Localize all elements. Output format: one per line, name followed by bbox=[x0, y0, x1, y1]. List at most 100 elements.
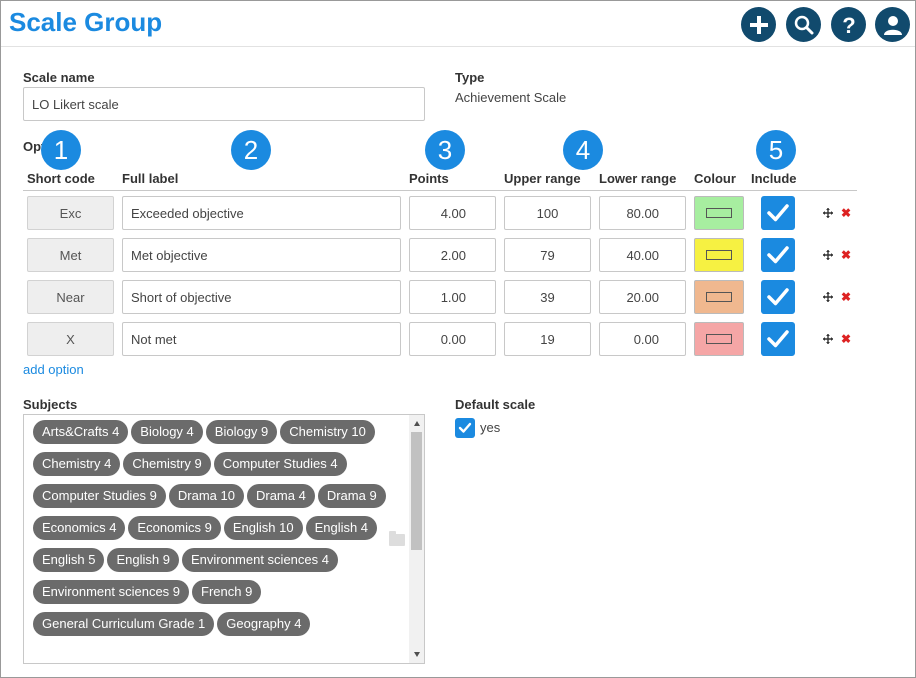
column-points: Points bbox=[409, 171, 449, 186]
subject-tag[interactable]: Biology 9 bbox=[205, 420, 278, 444]
subject-tag[interactable]: Environment sciences 9 bbox=[33, 580, 190, 604]
colour-picker[interactable] bbox=[694, 322, 744, 356]
subject-tag[interactable]: Drama 10 bbox=[168, 484, 244, 508]
subject-tag[interactable]: English 4 bbox=[305, 516, 378, 540]
colour-picker[interactable] bbox=[694, 238, 744, 272]
lower-range-field[interactable]: 40.00 bbox=[599, 238, 686, 272]
short-code-field[interactable]: Met bbox=[27, 238, 114, 272]
points-field[interactable]: 2.00 bbox=[409, 238, 496, 272]
subject-tag[interactable]: Economics 9 bbox=[128, 516, 221, 540]
full-label-field[interactable]: Not met bbox=[122, 322, 401, 356]
colour-picker[interactable] bbox=[694, 196, 744, 230]
column-lower-range: Lower range bbox=[599, 171, 677, 186]
upper-range-field[interactable]: 39 bbox=[504, 280, 591, 314]
subject-tag[interactable]: Chemistry 4 bbox=[33, 452, 121, 476]
full-label-field[interactable]: Exceeded objective bbox=[122, 196, 401, 230]
marker-1: 1 bbox=[41, 130, 81, 170]
short-code-field[interactable]: X bbox=[27, 322, 114, 356]
scroll-up-icon[interactable] bbox=[414, 421, 420, 426]
checkmark-icon bbox=[458, 422, 472, 433]
subject-tag[interactable]: Computer Studies 9 bbox=[33, 484, 166, 508]
colour-swatch bbox=[706, 334, 732, 344]
subject-tag[interactable]: Computer Studies 4 bbox=[213, 452, 347, 476]
checkmark-icon bbox=[767, 330, 789, 348]
full-label-field[interactable]: Met objective bbox=[122, 238, 401, 272]
delete-icon[interactable]: ✖ bbox=[841, 206, 852, 220]
subject-tag[interactable]: English 9 bbox=[107, 548, 179, 572]
header-divider bbox=[23, 190, 857, 191]
lower-range-field[interactable]: 80.00 bbox=[599, 196, 686, 230]
search-button[interactable] bbox=[786, 7, 821, 42]
colour-swatch bbox=[706, 208, 732, 218]
subject-tag[interactable]: Chemistry 10 bbox=[280, 420, 375, 444]
marker-4: 4 bbox=[563, 130, 603, 170]
help-button[interactable]: ? bbox=[831, 7, 866, 42]
lower-range-field[interactable]: 20.00 bbox=[599, 280, 686, 314]
short-code-field[interactable]: Near bbox=[27, 280, 114, 314]
marker-5: 5 bbox=[756, 130, 796, 170]
subject-tag[interactable]: Drama 9 bbox=[317, 484, 386, 508]
marker-3: 3 bbox=[425, 130, 465, 170]
colour-picker[interactable] bbox=[694, 280, 744, 314]
delete-icon[interactable]: ✖ bbox=[841, 332, 852, 346]
type-value: Achievement Scale bbox=[455, 90, 567, 105]
upper-range-field[interactable]: 19 bbox=[504, 322, 591, 356]
include-checkbox[interactable] bbox=[761, 238, 795, 272]
subjects-tag-list: Arts&Crafts 4 Biology 4 Biology 9 Chemistry… bbox=[33, 420, 403, 644]
user-button[interactable] bbox=[875, 7, 910, 42]
add-button[interactable] bbox=[741, 7, 776, 42]
delete-icon[interactable]: ✖ bbox=[841, 248, 852, 262]
scale-name-label: Scale name bbox=[23, 70, 95, 85]
subjects-label: Subjects bbox=[23, 397, 78, 412]
subject-tag[interactable]: Environment sciences 4 bbox=[181, 548, 338, 572]
add-option-link[interactable]: add option bbox=[23, 362, 84, 377]
scroll-down-icon[interactable] bbox=[414, 652, 420, 657]
subjects-listbox[interactable]: Arts&Crafts 4 Biology 4 Biology 9 Chemistry… bbox=[23, 414, 425, 664]
default-scale-yes-label: yes bbox=[480, 420, 501, 435]
default-scale-label: Default scale bbox=[455, 397, 536, 412]
column-short-code: Short code bbox=[27, 171, 95, 186]
full-label-field[interactable]: Short of objective bbox=[122, 280, 401, 314]
delete-icon[interactable]: ✖ bbox=[841, 290, 852, 304]
move-icon[interactable] bbox=[823, 208, 833, 218]
move-icon[interactable] bbox=[823, 334, 833, 344]
checkmark-icon bbox=[767, 204, 789, 222]
short-code-field[interactable]: Exc bbox=[27, 196, 114, 230]
lower-range-field[interactable]: 0.00 bbox=[599, 322, 686, 356]
colour-swatch bbox=[706, 292, 732, 302]
subject-tag[interactable]: General Curriculum Grade 1 bbox=[33, 612, 215, 636]
include-checkbox[interactable] bbox=[761, 280, 795, 314]
plus-icon bbox=[749, 15, 768, 34]
type-label: Type bbox=[455, 70, 485, 85]
scrollbar[interactable] bbox=[409, 415, 424, 663]
subject-tag[interactable]: Geography 4 bbox=[217, 612, 311, 636]
scale-name-input[interactable]: LO Likert scale bbox=[23, 87, 425, 121]
page-header: Scale Group ? bbox=[1, 1, 915, 47]
subject-tag[interactable]: Chemistry 9 bbox=[123, 452, 211, 476]
folder-icon[interactable] bbox=[389, 531, 405, 546]
scrollbar-thumb[interactable] bbox=[411, 432, 422, 550]
svg-text:?: ? bbox=[842, 14, 855, 36]
upper-range-field[interactable]: 79 bbox=[504, 238, 591, 272]
subject-tag[interactable]: Arts&Crafts 4 bbox=[33, 420, 129, 444]
subject-tag[interactable]: English 5 bbox=[33, 548, 105, 572]
move-icon[interactable] bbox=[823, 250, 833, 260]
subject-tag[interactable]: French 9 bbox=[192, 580, 262, 604]
points-field[interactable]: 4.00 bbox=[409, 196, 496, 230]
subject-tag[interactable]: Economics 4 bbox=[33, 516, 126, 540]
include-checkbox[interactable] bbox=[761, 196, 795, 230]
upper-range-field[interactable]: 100 bbox=[504, 196, 591, 230]
move-icon[interactable] bbox=[823, 292, 833, 302]
subject-tag[interactable]: Biology 4 bbox=[131, 420, 203, 444]
question-icon: ? bbox=[842, 14, 855, 36]
subject-tag[interactable]: Drama 4 bbox=[246, 484, 315, 508]
points-field[interactable]: 1.00 bbox=[409, 280, 496, 314]
subject-tag[interactable]: English 10 bbox=[223, 516, 303, 540]
page-title: Scale Group bbox=[9, 7, 163, 37]
user-icon bbox=[883, 15, 902, 35]
default-scale-checkbox[interactable] bbox=[455, 418, 475, 438]
checkmark-icon bbox=[767, 246, 789, 264]
colour-swatch bbox=[706, 250, 732, 260]
points-field[interactable]: 0.00 bbox=[409, 322, 496, 356]
include-checkbox[interactable] bbox=[761, 322, 795, 356]
